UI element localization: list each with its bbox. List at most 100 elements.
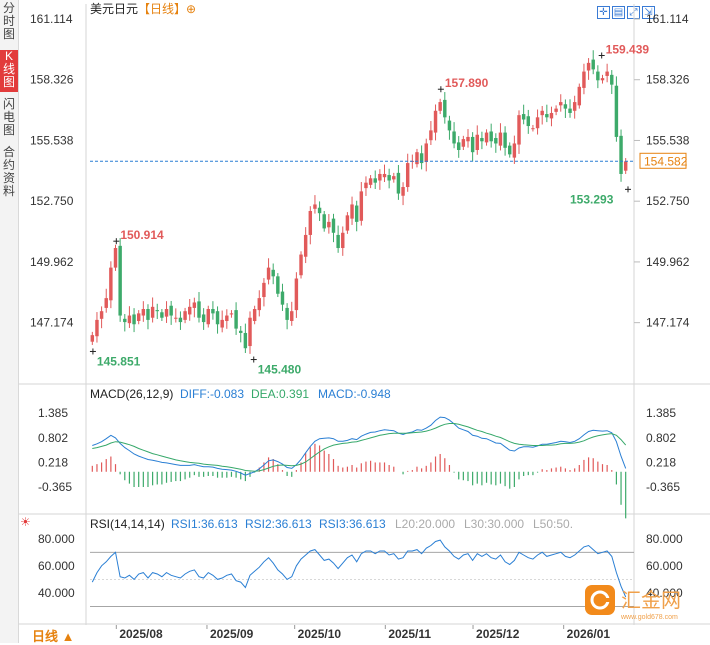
candle-body xyxy=(614,85,619,137)
candle-body xyxy=(382,173,387,178)
candle-body xyxy=(141,309,146,316)
candle-body xyxy=(494,138,498,144)
candle-body xyxy=(336,234,340,249)
macd-axis: 1.385 1.385 0.802 0.802 0.218 0.218 -0.365 -0.3… xyxy=(38,406,680,494)
candle-body xyxy=(201,314,206,323)
candle-body xyxy=(248,317,252,347)
candle-body xyxy=(243,332,248,349)
candle-body xyxy=(396,172,401,194)
candle-body xyxy=(568,108,572,113)
candle-body xyxy=(591,59,595,70)
candle-body xyxy=(549,112,554,119)
rsi-title: RSI(14,14,14) xyxy=(90,517,165,531)
period-selector[interactable]: 日线 ▲ xyxy=(32,629,75,644)
candle-body xyxy=(521,114,526,120)
candle-body xyxy=(429,130,433,141)
candle-body xyxy=(508,145,512,155)
price-tick-right: 155.538 xyxy=(646,133,690,147)
candle-body xyxy=(466,136,470,142)
macd-tick-right: 0.802 xyxy=(646,431,676,445)
candle-body xyxy=(118,245,122,316)
price-tick-left: 155.538 xyxy=(30,133,74,147)
candle-body xyxy=(531,128,535,130)
candle-body xyxy=(331,218,336,233)
rsi-tick-left: 60.000 xyxy=(38,559,75,573)
candle-body xyxy=(475,134,479,150)
candle-body xyxy=(303,234,308,257)
price-tick-left: 147.174 xyxy=(30,316,74,330)
macd-dea: DEA:0.391 xyxy=(251,387,309,401)
macd-tick-left: 1.385 xyxy=(38,406,68,420)
candle-body xyxy=(271,269,275,277)
price-tick-right: 158.326 xyxy=(646,73,690,87)
candle-body xyxy=(378,173,382,181)
candle-body xyxy=(299,254,303,276)
candle-body xyxy=(229,313,234,315)
candle-body xyxy=(345,215,350,231)
candle-body xyxy=(257,298,262,311)
x-tick-label: 2025/10 xyxy=(298,627,342,641)
crosshair-icon[interactable]: ✛ xyxy=(597,6,610,19)
rsi-tick-right: 60.000 xyxy=(646,559,683,573)
price-tick-left: 158.326 xyxy=(30,73,74,87)
candle-body xyxy=(610,74,614,85)
candle-body xyxy=(577,86,582,106)
rsi-tick-right: 80.000 xyxy=(646,532,683,546)
candle-body xyxy=(317,207,322,214)
candle-body xyxy=(150,306,155,318)
chart-tool-icon[interactable]: ▤ xyxy=(612,6,625,19)
sun-icon[interactable]: ☀ xyxy=(20,515,31,529)
candle-body xyxy=(123,318,127,323)
candle-body xyxy=(290,311,294,321)
candles xyxy=(90,50,628,354)
period-label[interactable]: 【日线】 xyxy=(138,2,186,16)
tab-kline[interactable]: K线图 xyxy=(0,50,18,92)
candle-body xyxy=(90,335,95,342)
candle-body xyxy=(517,115,521,145)
candle-body xyxy=(526,116,531,127)
macd-tick-right: 0.218 xyxy=(646,456,676,470)
logo-subtext: www.gold678.com xyxy=(620,614,678,621)
logo-text: 汇金网 xyxy=(621,588,681,612)
marker-label: 153.293 xyxy=(570,192,614,206)
gear-icon[interactable]: ⊕ xyxy=(186,2,196,16)
candle-body xyxy=(104,298,108,308)
candle-body xyxy=(322,214,326,229)
candle-body xyxy=(99,311,104,319)
candle-body xyxy=(447,120,452,131)
candle-body xyxy=(443,99,447,118)
price-tick-right: 161.114 xyxy=(646,12,689,26)
candle-body xyxy=(433,110,438,133)
candle-body xyxy=(308,210,313,235)
candle-body xyxy=(392,176,396,180)
candle-body xyxy=(136,313,141,321)
candle-body xyxy=(401,187,405,196)
tab-flash[interactable]: 闪电图 xyxy=(2,97,15,137)
tab-time-sharing[interactable]: 分时图 xyxy=(2,1,15,41)
candle-body xyxy=(252,309,257,321)
x-tick-label: 2025/08 xyxy=(119,627,163,641)
candle-body xyxy=(192,302,197,308)
candle-body xyxy=(276,276,280,294)
candle-body xyxy=(456,142,461,150)
candle-body xyxy=(368,178,373,185)
macd-tick-left: 0.802 xyxy=(38,431,68,445)
candle-body xyxy=(262,282,266,298)
candle-body xyxy=(438,102,442,111)
logo: 汇金网 www.gold678.com xyxy=(585,583,710,625)
candle-body xyxy=(489,131,493,142)
candle-body xyxy=(225,315,229,321)
price-tick-right: 152.750 xyxy=(646,194,690,208)
candle-body xyxy=(266,267,271,280)
candle-body xyxy=(206,309,210,325)
candle-body xyxy=(113,248,118,268)
candle-body xyxy=(327,221,331,228)
candle-body xyxy=(109,267,113,301)
rsi-l30: L30:30.000 xyxy=(464,517,524,531)
candle-body xyxy=(220,319,224,328)
marker-label: 145.851 xyxy=(97,354,141,368)
candle-body xyxy=(484,132,489,143)
export-icon[interactable]: ⇲ xyxy=(642,6,655,19)
tab-contract-info[interactable]: 合约资料 xyxy=(2,145,15,198)
